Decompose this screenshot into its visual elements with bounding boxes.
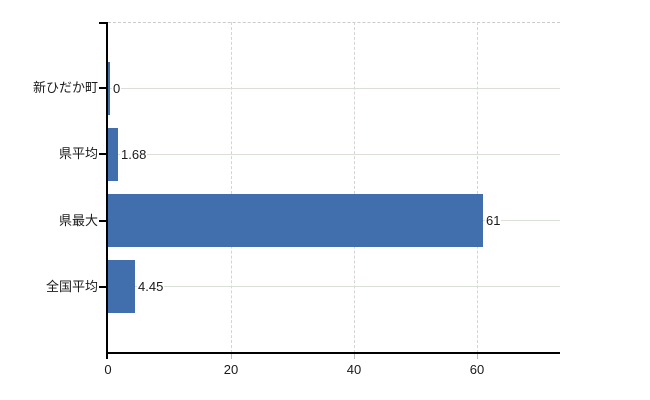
value-label: 1.68 bbox=[120, 146, 148, 162]
category-tick bbox=[99, 153, 106, 156]
x-tick-label: 40 bbox=[346, 362, 362, 377]
category-label: 県最大 bbox=[58, 212, 98, 228]
x-axis-tick bbox=[230, 354, 232, 359]
bar bbox=[108, 194, 483, 248]
h-gridline bbox=[108, 286, 560, 288]
category-tick bbox=[99, 87, 106, 90]
x-axis-tick bbox=[353, 354, 355, 359]
category-label: 全国平均 bbox=[45, 278, 98, 294]
plot-top-border bbox=[108, 22, 560, 23]
category-tick bbox=[99, 219, 106, 222]
x-tick-label: 0 bbox=[104, 362, 112, 377]
bar bbox=[108, 127, 118, 181]
value-label: 61 bbox=[485, 213, 502, 229]
x-tick-label: 20 bbox=[223, 362, 239, 377]
bar bbox=[108, 61, 110, 115]
v-gridline bbox=[476, 22, 478, 353]
v-gridline bbox=[230, 22, 232, 353]
category-label: 新ひだか町 bbox=[32, 80, 98, 96]
h-gridline bbox=[108, 153, 560, 155]
bar bbox=[108, 260, 135, 314]
value-label: 4.45 bbox=[137, 279, 165, 295]
x-tick-label: 60 bbox=[469, 362, 485, 377]
y-axis-top-tick bbox=[99, 22, 106, 24]
x-axis-tick bbox=[476, 354, 478, 359]
y-axis bbox=[106, 22, 108, 359]
h-gridline bbox=[108, 87, 560, 89]
value-label: 0 bbox=[112, 80, 122, 96]
x-axis bbox=[106, 352, 560, 354]
category-label: 県平均 bbox=[58, 146, 98, 162]
v-gridline bbox=[353, 22, 355, 353]
category-tick bbox=[99, 285, 106, 288]
